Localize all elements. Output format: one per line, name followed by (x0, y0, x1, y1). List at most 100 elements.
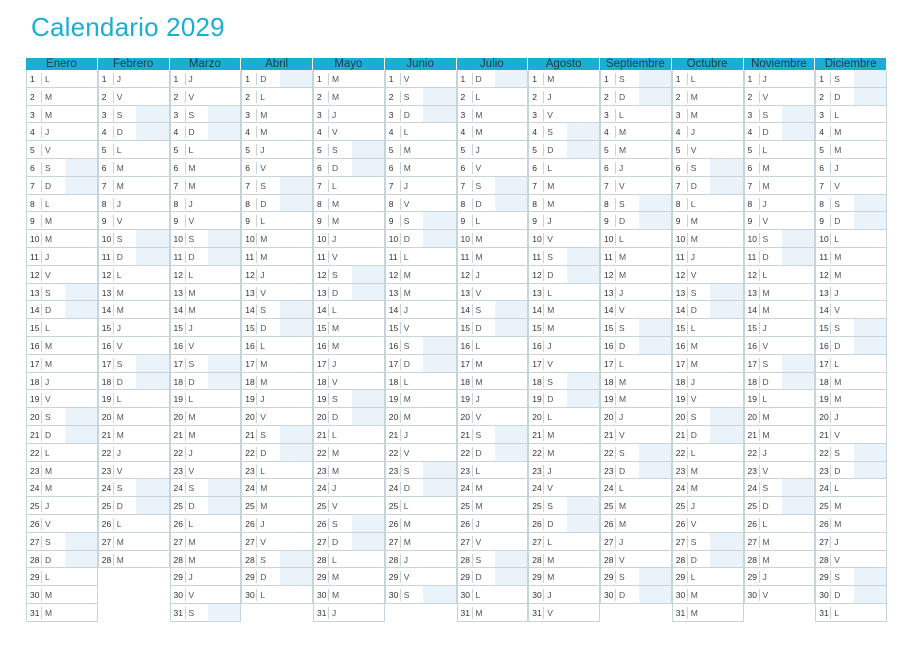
day-cell[interactable]: 21 V (600, 426, 672, 444)
day-cell[interactable]: 23 V (97, 461, 170, 480)
day-cell[interactable]: 23 L (241, 461, 313, 480)
day-cell[interactable]: 24 J (313, 479, 385, 498)
day-cell[interactable]: 16 M (313, 337, 385, 355)
day-cell[interactable]: 29 V (384, 568, 457, 587)
day-cell[interactable]: 16 J (528, 337, 600, 355)
day-cell[interactable]: 31 L (815, 604, 887, 622)
day-cell[interactable]: 21 M (169, 426, 242, 444)
day-cell[interactable]: 15 M (528, 319, 600, 337)
day-cell[interactable]: 17 S (97, 354, 170, 373)
day-cell[interactable]: 13 M (384, 283, 457, 302)
day-cell[interactable]: 25 D (743, 497, 816, 515)
day-cell[interactable]: 20 V (241, 408, 313, 426)
day-cell[interactable]: 14 M (169, 301, 242, 320)
day-cell[interactable]: 22 S (600, 443, 672, 462)
day-cell[interactable]: 14 S (456, 301, 529, 320)
day-cell[interactable]: 19 D (528, 390, 600, 409)
day-cell[interactable]: 12 D (528, 265, 600, 284)
day-cell[interactable]: 28 D (26, 550, 98, 569)
day-cell[interactable]: 11 V (313, 248, 385, 266)
day-cell[interactable]: 19 V (26, 390, 98, 409)
day-cell[interactable]: 17 M (26, 354, 98, 373)
day-cell[interactable]: 16 V (169, 337, 242, 355)
day-cell[interactable]: 14 D (26, 301, 98, 320)
day-cell[interactable]: 14 V (815, 301, 887, 320)
day-cell[interactable]: 17 J (313, 354, 385, 373)
day-cell[interactable]: 21 S (456, 426, 529, 444)
day-cell[interactable]: 22 J (97, 443, 170, 462)
day-cell[interactable]: 11 D (743, 248, 816, 266)
day-cell[interactable]: 24 M (456, 479, 529, 498)
day-cell[interactable]: 12 M (600, 265, 672, 284)
day-cell[interactable]: 28 M (97, 550, 170, 569)
day-cell[interactable]: 14 S (241, 301, 313, 320)
day-cell[interactable]: 28 M (743, 550, 816, 569)
day-cell[interactable]: 30 S (384, 586, 457, 604)
day-cell[interactable]: 20 V (456, 408, 529, 426)
day-cell[interactable]: 22 D (241, 443, 313, 462)
day-cell[interactable]: 28 V (600, 550, 672, 569)
day-cell[interactable]: 27 M (384, 532, 457, 551)
day-cell[interactable]: 27 J (600, 532, 672, 551)
day-cell[interactable]: 13 V (456, 283, 529, 302)
day-cell[interactable]: 11 D (169, 248, 242, 266)
day-cell[interactable]: 12 L (743, 265, 816, 284)
day-cell[interactable]: 23 J (528, 461, 600, 480)
day-cell[interactable]: 13 M (169, 283, 242, 302)
day-cell[interactable]: 13 L (528, 283, 600, 302)
day-cell[interactable]: 20 L (528, 408, 600, 426)
day-cell[interactable]: 17 M (456, 354, 529, 373)
day-cell[interactable]: 23 S (384, 461, 457, 480)
day-cell[interactable]: 27 J (815, 532, 887, 551)
day-cell[interactable]: 24 S (97, 479, 170, 498)
day-cell[interactable]: 31 M (26, 604, 98, 622)
day-cell[interactable]: 11 D (97, 248, 170, 266)
day-cell[interactable]: 14 M (743, 301, 816, 320)
day-cell[interactable]: 20 M (97, 408, 170, 426)
day-cell[interactable]: 23 L (456, 461, 529, 480)
day-cell[interactable]: 20 M (384, 408, 457, 426)
day-cell[interactable]: 11 M (600, 248, 672, 266)
day-cell[interactable]: 13 J (600, 283, 672, 302)
day-cell[interactable]: 10 M (26, 230, 98, 248)
day-cell[interactable]: 13 S (26, 283, 98, 302)
day-cell[interactable]: 22 L (671, 443, 744, 462)
day-cell[interactable]: 14 L (313, 301, 385, 320)
